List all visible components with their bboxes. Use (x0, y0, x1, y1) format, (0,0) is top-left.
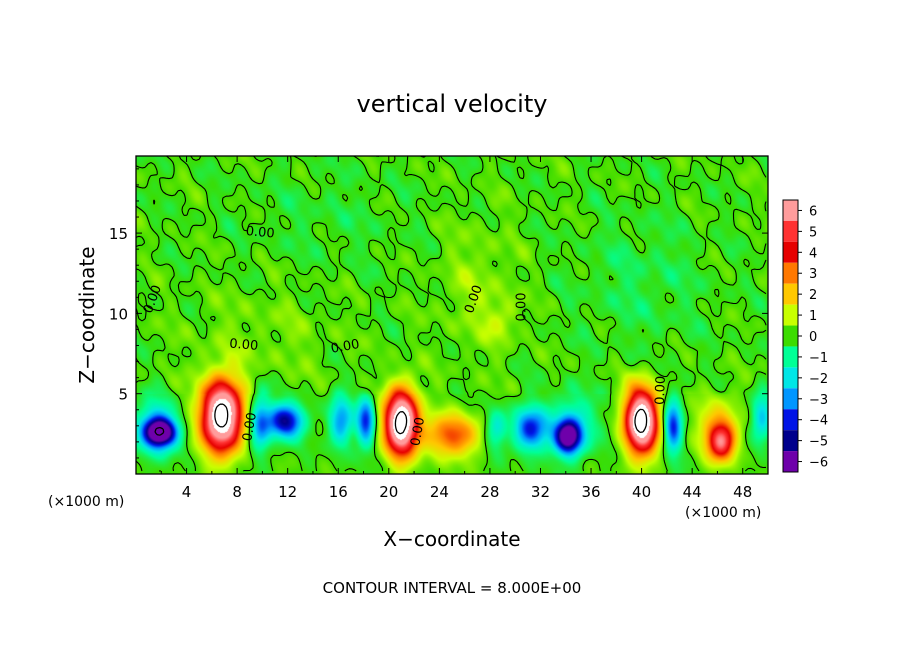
contour-line (154, 426, 165, 436)
colorbar-frame (782, 199, 799, 473)
contour-label: 0.00 (330, 337, 361, 357)
y-tick-label: 10 (109, 305, 128, 323)
colorbar-swatch (783, 200, 798, 221)
x-unit-left: (×1000 m) (48, 494, 124, 510)
contour-line (135, 155, 767, 472)
x-tick-label: 36 (581, 483, 600, 501)
plot-frame (135, 155, 769, 475)
colorbar: 6 5 4 3 2 1 0 −1 −2 −3 −4 −5 −6 (782, 199, 828, 473)
contour-lines (135, 155, 767, 472)
contour-interval-note: CONTOUR INTERVAL = 8.000E+00 (323, 579, 582, 597)
y-axis-label: Z−coordinate (75, 246, 99, 383)
colorbar-tick-label: 5 (809, 225, 817, 240)
x-tick-label: 16 (329, 483, 348, 501)
colorbar-swatch (783, 262, 798, 284)
colorbar-tick-label: 0 (809, 330, 817, 345)
colorbar-tick-label: 4 (809, 246, 817, 261)
colorbar-tick-label: −5 (809, 435, 828, 450)
colorbar-tick-label: −4 (809, 414, 828, 429)
x-tick-label: 4 (182, 483, 192, 501)
colorbar-tick-label: 6 (809, 204, 817, 219)
y-tick-label: 15 (109, 225, 128, 243)
contour-label: 0.00 (653, 376, 669, 405)
x-axis-ticks: 4 8 12 16 20 24 28 32 36 40 44 48 (160, 156, 752, 501)
x-tick-label: 8 (232, 483, 242, 501)
colorbar-tick-label: 2 (809, 288, 817, 303)
colorbar-swatch (783, 430, 798, 452)
colorbar-swatch (783, 367, 798, 389)
colorbar-tick-label: 3 (809, 267, 817, 282)
colorbar-swatch (783, 283, 798, 305)
colorbar-swatch (783, 409, 798, 431)
colorbar-swatch (783, 220, 798, 242)
colorbar-tick-label: −6 (809, 456, 828, 471)
colorbar-swatch (783, 346, 798, 368)
x-tick-label: 44 (683, 483, 702, 501)
plot-area: 0.000.000.000.000.000.000.00 0.000.00 (135, 155, 769, 475)
contour-label: 0.00 (408, 416, 428, 447)
x-tick-label: 24 (430, 483, 449, 501)
x-tick-label: 32 (531, 483, 550, 501)
y-axis-ticks: 5 10 15 (109, 168, 768, 459)
contour-label: 0.00 (240, 411, 260, 442)
heatmap-image (136, 156, 768, 474)
x-tick-label: 40 (632, 483, 651, 501)
chart-title: vertical velocity (357, 90, 548, 118)
contour-labels: 0.000.000.000.000.000.000.00 0.000.00 (141, 224, 669, 447)
colorbar-tick-label: −1 (809, 351, 828, 366)
x-unit-right: (×1000 m) (685, 505, 761, 521)
y-tick-label: 5 (118, 386, 128, 404)
x-tick-label: 12 (278, 483, 297, 501)
colorbar-swatch (783, 451, 798, 472)
contour-line (214, 403, 648, 435)
x-tick-label: 28 (480, 483, 499, 501)
x-axis-label: X−coordinate (383, 527, 520, 551)
x-tick-label: 20 (379, 483, 398, 501)
colorbar-tick-label: 1 (809, 309, 817, 324)
x-tick-label: 48 (733, 483, 752, 501)
colorbar-tick-label: −3 (809, 393, 828, 408)
colorbar-swatch (783, 325, 798, 347)
colorbar-swatch (783, 304, 798, 326)
contour-label: 0.00 (229, 337, 259, 354)
colorbar-swatch (783, 388, 798, 410)
colorbar-swatch (783, 241, 798, 263)
contour-label: 0.00 (514, 292, 529, 321)
contour-label: 0.00 (245, 224, 275, 241)
colorbar-tick-label: −2 (809, 372, 828, 387)
